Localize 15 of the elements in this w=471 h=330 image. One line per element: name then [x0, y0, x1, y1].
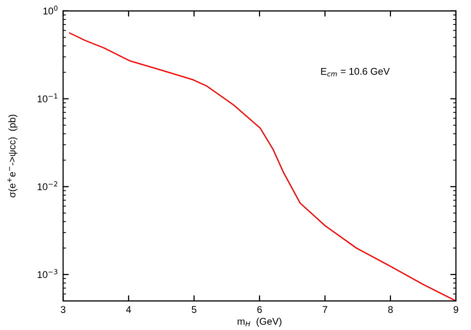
x-tick-label: 5 [192, 306, 196, 313]
x-tick-label: 4 [126, 306, 131, 313]
y-tick-label: 10$^{−2}$ [38, 181, 58, 190]
y-tick-label: 10$^{0}$ [43, 6, 58, 14]
x-tick-label: 7 [322, 306, 328, 313]
x-axis-title: m$_{H}$ (GeV) [238, 318, 282, 327]
line-series [69, 32, 456, 301]
y-tick-label: 10$^{−3}$ [38, 269, 58, 278]
x-tick-label: 3 [60, 306, 66, 313]
x-tick-label: 6 [257, 306, 262, 313]
y-tick-label: 10$^{−1}$ [38, 94, 58, 102]
annotation: E$_{cm}$ = 10.6 GeV [321, 68, 390, 76]
x-tick-label: 9 [454, 306, 458, 313]
x-tick-label: 8 [388, 306, 393, 313]
y-axis-title: σ(e$^{+}$e$^{−}$->ψcc) (pb) [7, 114, 18, 198]
